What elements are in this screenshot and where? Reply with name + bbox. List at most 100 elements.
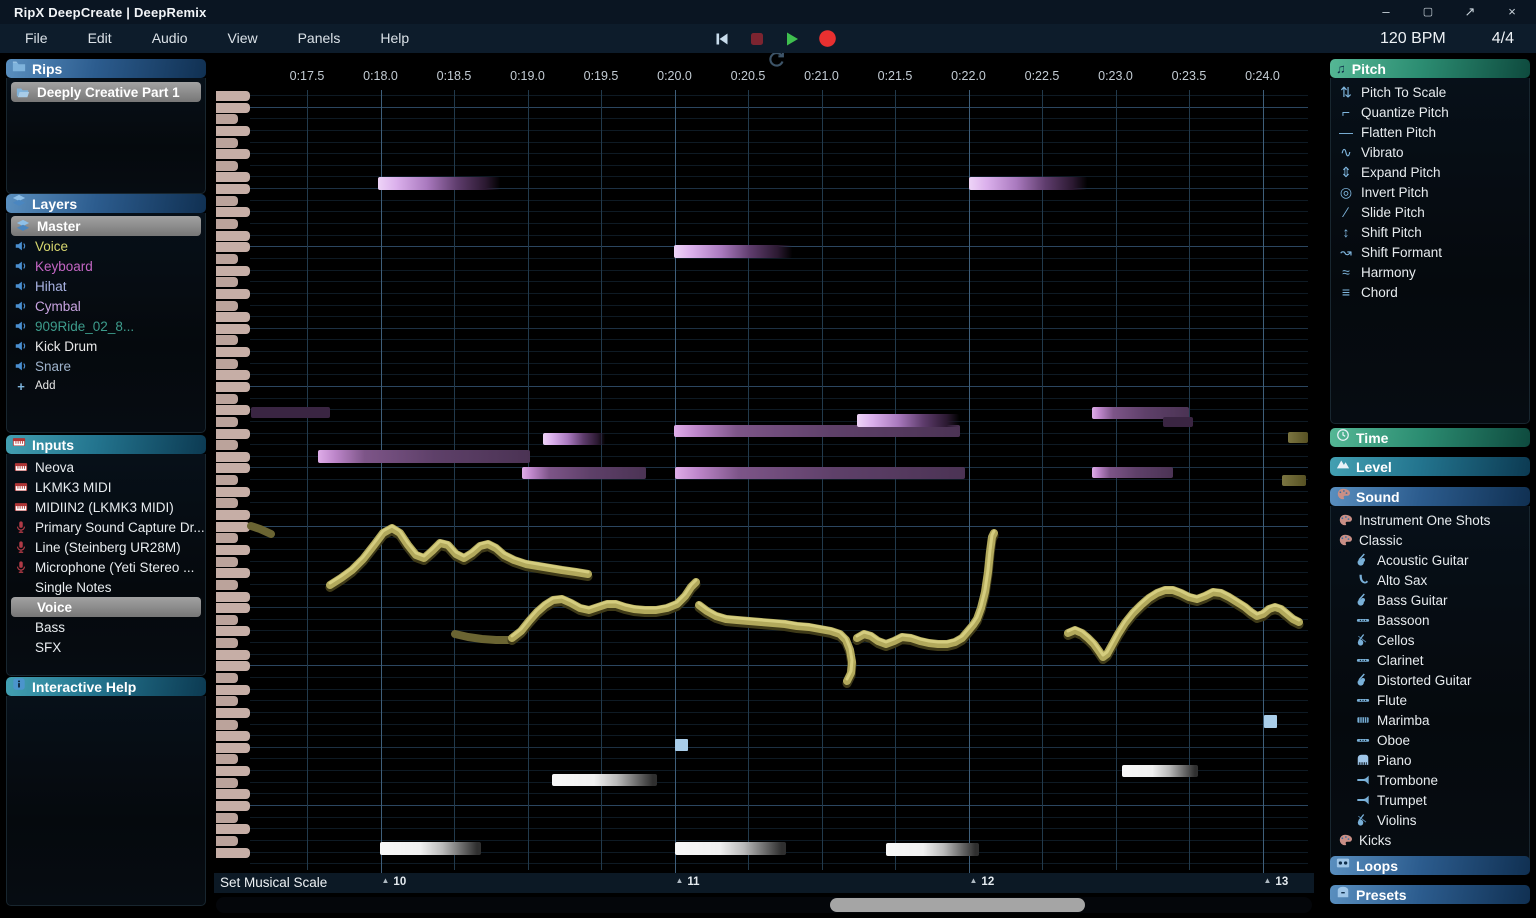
piano-key-white[interactable] [216, 521, 250, 532]
note-white[interactable] [380, 842, 481, 855]
piano-key-white[interactable] [216, 707, 250, 718]
layers-item-keyboard[interactable]: Keyboard [7, 256, 205, 276]
piano-roll[interactable]: 0:17.5 0:18.0 0:18.5 0:19.0 0:19.5 0:20.0 0:20… [214, 53, 1314, 915]
piano-key-black[interactable] [216, 253, 238, 264]
piano-key-black[interactable] [216, 137, 238, 148]
layers-item-master[interactable]: Master [11, 216, 201, 236]
note-purple[interactable] [674, 425, 960, 437]
piano-key-white[interactable] [216, 603, 250, 614]
piano-key-white[interactable] [216, 347, 250, 358]
pitch-curve[interactable] [451, 630, 514, 644]
pitch-item-pitch-to-scale[interactable]: ⇅ Pitch To Scale [1331, 82, 1529, 102]
sound-panel-header[interactable]: Sound [1330, 487, 1530, 506]
piano-key-black[interactable] [216, 300, 238, 311]
sound-item-bassoon[interactable]: Bassoon [1331, 610, 1529, 630]
pitch-curve[interactable] [247, 522, 275, 538]
sound-item-oboe[interactable]: Oboe [1331, 730, 1529, 750]
piano-key-black[interactable] [216, 475, 238, 486]
piano-key-black[interactable] [216, 719, 238, 730]
piano-key-white[interactable] [216, 312, 250, 323]
sound-item-bass-guitar[interactable]: Bass Guitar [1331, 590, 1529, 610]
time-signature-display[interactable]: 4/4 [1491, 29, 1514, 47]
note-olive[interactable] [1282, 475, 1306, 486]
pitch-item-slide-pitch[interactable]: ∕ Slide Pitch [1331, 202, 1529, 222]
piano-key-white[interactable] [216, 102, 250, 113]
scrollbar-thumb[interactable] [830, 898, 1085, 912]
bar-marker-10[interactable]: ▲ 10 [382, 875, 407, 889]
piano-key-white[interactable] [216, 766, 250, 777]
piano-key-black[interactable] [216, 533, 238, 544]
pitch-item-harmony[interactable]: ≈ Harmony [1331, 262, 1529, 282]
note-violet[interactable] [857, 414, 959, 427]
piano-key-white[interactable] [216, 463, 250, 474]
sound-item-trumpet[interactable]: Trumpet [1331, 790, 1529, 810]
sound-item-classic[interactable]: Classic [1331, 530, 1529, 550]
pitch-curve[interactable] [853, 529, 998, 648]
piano-key-white[interactable] [216, 510, 250, 521]
inputs-item-neova[interactable]: Neova [7, 457, 205, 477]
inputs-item-single-notes[interactable]: Single Notes [7, 577, 205, 597]
piano-key-white[interactable] [216, 172, 250, 183]
record-button[interactable] [817, 29, 837, 49]
time-panel-header[interactable]: Time [1330, 428, 1530, 447]
layers-item-snare[interactable]: Snare [7, 356, 205, 376]
presets-panel-header[interactable]: Presets [1330, 885, 1530, 904]
set-musical-scale-button[interactable]: Set Musical Scale [220, 875, 328, 890]
sound-item-piano[interactable]: Piano [1331, 750, 1529, 770]
sound-item-marimba[interactable]: Marimba [1331, 710, 1529, 730]
piano-key-black[interactable] [216, 160, 238, 171]
piano-key-black[interactable] [216, 556, 238, 567]
note-purple[interactable] [675, 467, 965, 479]
note-blue[interactable] [675, 739, 688, 751]
maximize-button[interactable]: ▢ [1422, 6, 1434, 18]
interactive-help-panel-header[interactable]: Interactive Help [6, 677, 206, 696]
piano-key-white[interactable] [216, 288, 250, 299]
piano-key-black[interactable] [216, 498, 238, 509]
layers-item-kick-drum[interactable]: Kick Drum [7, 336, 205, 356]
piano-key-black[interactable] [216, 777, 238, 788]
layers-item-hihat[interactable]: Hihat [7, 276, 205, 296]
pitch-curve[interactable] [508, 578, 700, 642]
piano-key-black[interactable] [216, 696, 238, 707]
piano-key-white[interactable] [216, 801, 250, 812]
note-violet[interactable] [378, 177, 500, 190]
inputs-item-lkmk3-midi[interactable]: LKMK3 MIDI [7, 477, 205, 497]
layers-item-909ride-02-8[interactable]: 909Ride_02_8... [7, 316, 205, 336]
piano-key-white[interactable] [216, 661, 250, 672]
piano-key-white[interactable] [216, 370, 250, 381]
piano-key-black[interactable] [216, 219, 238, 230]
bpm-display[interactable]: 120 BPM [1379, 29, 1446, 47]
inputs-item-voice[interactable]: Voice [11, 597, 201, 617]
sound-item-flute[interactable]: Flute [1331, 690, 1529, 710]
piano-key-black[interactable] [216, 835, 238, 846]
pitch-panel-header[interactable]: ♫ Pitch [1330, 59, 1530, 78]
piano-key-white[interactable] [216, 230, 250, 241]
menu-edit[interactable]: Edit [87, 30, 112, 46]
pitch-item-shift-formant[interactable]: ↝ Shift Formant [1331, 242, 1529, 262]
inputs-item-bass[interactable]: Bass [7, 617, 205, 637]
piano-key-black[interactable] [216, 114, 238, 125]
piano-key-black[interactable] [216, 812, 238, 823]
note-white[interactable] [886, 843, 979, 856]
skip-to-start-button[interactable] [712, 29, 732, 49]
note-purple[interactable] [1092, 467, 1173, 478]
inputs-item-primary-sound-capture-dr[interactable]: Primary Sound Capture Dr... [7, 517, 205, 537]
piano-key-white[interactable] [216, 486, 250, 497]
layers-item-add[interactable]: + Add [7, 376, 205, 396]
inputs-item-sfx[interactable]: SFX [7, 637, 205, 657]
horizontal-scrollbar[interactable] [216, 897, 1312, 913]
pitch-curve[interactable] [326, 524, 592, 589]
pitch-item-quantize-pitch[interactable]: ⌐ Quantize Pitch [1331, 102, 1529, 122]
piano-key-white[interactable] [216, 451, 250, 462]
sound-item-acoustic-guitar[interactable]: Acoustic Guitar [1331, 550, 1529, 570]
piano-key-black[interactable] [216, 579, 238, 590]
note-grid[interactable] [214, 90, 1308, 873]
sound-item-alto-sax[interactable]: Alto Sax [1331, 570, 1529, 590]
pitch-item-invert-pitch[interactable]: ◎ Invert Pitch [1331, 182, 1529, 202]
piano-key-black[interactable] [216, 195, 238, 206]
piano-key-white[interactable] [216, 568, 250, 579]
sound-item-distorted-guitar[interactable]: Distorted Guitar [1331, 670, 1529, 690]
note-white[interactable] [1122, 765, 1198, 777]
note-purple[interactable] [522, 467, 646, 479]
menu-file[interactable]: File [25, 30, 48, 46]
